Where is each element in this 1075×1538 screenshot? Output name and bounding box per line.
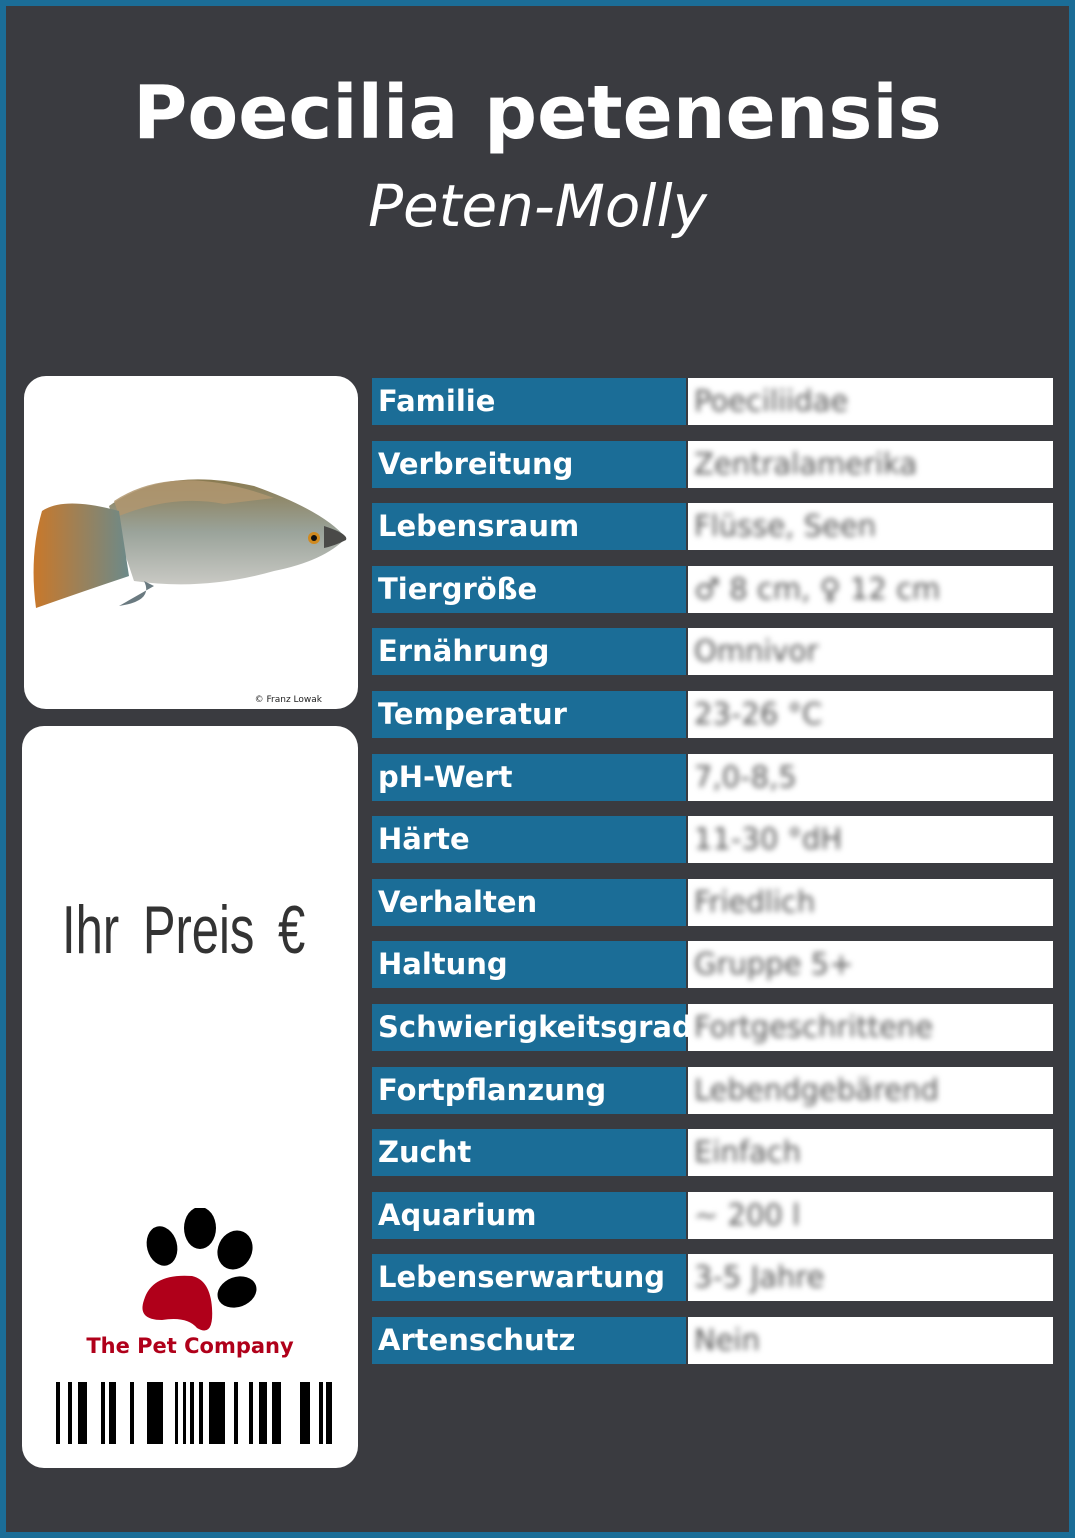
- info-row: Tiergröße ♂ 8 cm, ♀ 12 cm: [372, 565, 1053, 613]
- row-label: pH-Wert: [372, 753, 686, 801]
- row-label: Aquarium: [372, 1191, 686, 1239]
- barcode-bar: [78, 1382, 87, 1444]
- row-value: 11-30 °dH: [694, 822, 843, 857]
- barcode-bar: [326, 1382, 332, 1444]
- barcode-bar: [300, 1382, 310, 1444]
- row-value-cell: ♂ 8 cm, ♀ 12 cm: [688, 565, 1053, 613]
- row-value-cell: Friedlich: [688, 878, 1053, 926]
- row-label: Temperatur: [372, 691, 686, 738]
- barcode-bar: [190, 1382, 194, 1444]
- row-label: Haltung: [372, 941, 686, 989]
- row-value-cell: Gruppe 5+: [688, 941, 1053, 989]
- info-row: Artenschutz Nein: [372, 1317, 1053, 1364]
- row-value: Flüsse, Seen: [694, 509, 877, 544]
- row-value: Omnivor: [694, 634, 819, 669]
- info-row: Ernährung Omnivor: [372, 628, 1053, 676]
- row-label: Verbreitung: [372, 440, 686, 488]
- barcode: [56, 1382, 332, 1444]
- row-value-cell: Flüsse, Seen: [688, 503, 1053, 551]
- row-value-cell: 7,0-8,5: [688, 753, 1053, 801]
- barcode-bar: [56, 1382, 60, 1444]
- price-card: Ihr Preis € The Pet Company: [22, 726, 358, 1468]
- row-value-cell: ~ 200 l: [688, 1191, 1053, 1239]
- barcode-bar: [319, 1382, 323, 1444]
- row-label: Lebenserwartung: [372, 1254, 686, 1302]
- row-value: Gruppe 5+: [694, 947, 854, 982]
- fish-image: [33, 479, 347, 608]
- row-value-cell: Fortgeschrittene: [688, 1004, 1053, 1051]
- info-row: Lebensraum Flüsse, Seen: [372, 503, 1053, 551]
- page-title: Poecilia petenensis: [133, 70, 942, 156]
- row-label: Zucht: [372, 1129, 686, 1177]
- info-row: Verhalten Friedlich: [372, 878, 1053, 926]
- row-value-cell: Nein: [688, 1317, 1053, 1364]
- row-value-cell: Lebendgebärend: [688, 1066, 1053, 1114]
- row-label: Lebensraum: [372, 503, 686, 551]
- row-value: ♂ 8 cm, ♀ 12 cm: [694, 571, 941, 606]
- info-row: Schwierigkeitsgrad Fortgeschrittene: [372, 1004, 1053, 1051]
- row-value: Lebendgebärend: [694, 1072, 939, 1107]
- barcode-bar: [183, 1382, 186, 1444]
- row-label: Härte: [372, 816, 686, 864]
- row-value: Nein: [694, 1323, 760, 1357]
- row-value: Einfach: [694, 1135, 802, 1170]
- barcode-bar: [209, 1382, 225, 1444]
- row-value: ~ 200 l: [694, 1197, 801, 1232]
- row-value: 23-26 °C: [694, 697, 823, 731]
- row-label: Familie: [372, 378, 686, 425]
- paw-icon: [142, 1208, 257, 1331]
- barcode-bar: [147, 1382, 163, 1444]
- barcode-bar: [109, 1382, 116, 1444]
- row-label: Artenschutz: [372, 1317, 686, 1364]
- info-row: Temperatur 23-26 °C: [372, 691, 1053, 738]
- info-row: Lebenserwartung 3-5 Jahre: [372, 1254, 1053, 1302]
- info-row: Härte 11-30 °dH: [372, 816, 1053, 864]
- row-value: 7,0-8,5: [694, 759, 797, 794]
- barcode-bar: [272, 1382, 281, 1444]
- row-label: Ernährung: [372, 628, 686, 676]
- row-value-cell: Omnivor: [688, 628, 1053, 676]
- barcode-bar: [249, 1382, 253, 1444]
- row-value-cell: Poeciliidae: [688, 378, 1053, 425]
- info-row: Zucht Einfach: [372, 1129, 1053, 1177]
- info-row: Aquarium ~ 200 l: [372, 1191, 1053, 1239]
- row-label: Verhalten: [372, 878, 686, 926]
- barcode-bar: [234, 1382, 238, 1444]
- price-label: Ihr Preis €: [62, 892, 306, 968]
- photo-card: © Franz Lowak: [24, 376, 358, 709]
- row-value-cell: 3-5 Jahre: [688, 1254, 1053, 1302]
- info-row: Fortpflanzung Lebendgebärend: [372, 1066, 1053, 1114]
- barcode-bar: [175, 1382, 178, 1444]
- info-row: pH-Wert 7,0-8,5: [372, 753, 1053, 801]
- row-value-cell: Zentralamerika: [688, 440, 1053, 488]
- barcode-bar: [130, 1382, 134, 1444]
- row-value: 3-5 Jahre: [694, 1260, 825, 1295]
- row-value: Zentralamerika: [694, 446, 918, 481]
- info-row: Verbreitung Zentralamerika: [372, 440, 1053, 488]
- info-row: Familie Poeciliidae: [372, 378, 1053, 425]
- barcode-bar: [68, 1382, 72, 1444]
- row-value: Poeciliidae: [694, 384, 849, 418]
- photo-credit: © Franz Lowak: [254, 695, 322, 705]
- barcode-bar: [199, 1382, 203, 1444]
- info-row: Haltung Gruppe 5+: [372, 941, 1053, 989]
- row-value-cell: Einfach: [688, 1129, 1053, 1177]
- row-label: Fortpflanzung: [372, 1066, 686, 1114]
- row-label: Tiergröße: [372, 565, 686, 613]
- brand-name: The Pet Company: [86, 1334, 294, 1358]
- barcode-bar: [259, 1382, 267, 1444]
- page-subtitle: Peten-Molly: [368, 172, 707, 240]
- row-value-cell: 11-30 °dH: [688, 816, 1053, 864]
- row-value-cell: 23-26 °C: [688, 691, 1053, 738]
- barcode-bar: [101, 1382, 105, 1444]
- row-value: Fortgeschrittene: [694, 1010, 934, 1044]
- row-label: Schwierigkeitsgrad: [372, 1004, 693, 1051]
- row-value: Friedlich: [694, 884, 816, 919]
